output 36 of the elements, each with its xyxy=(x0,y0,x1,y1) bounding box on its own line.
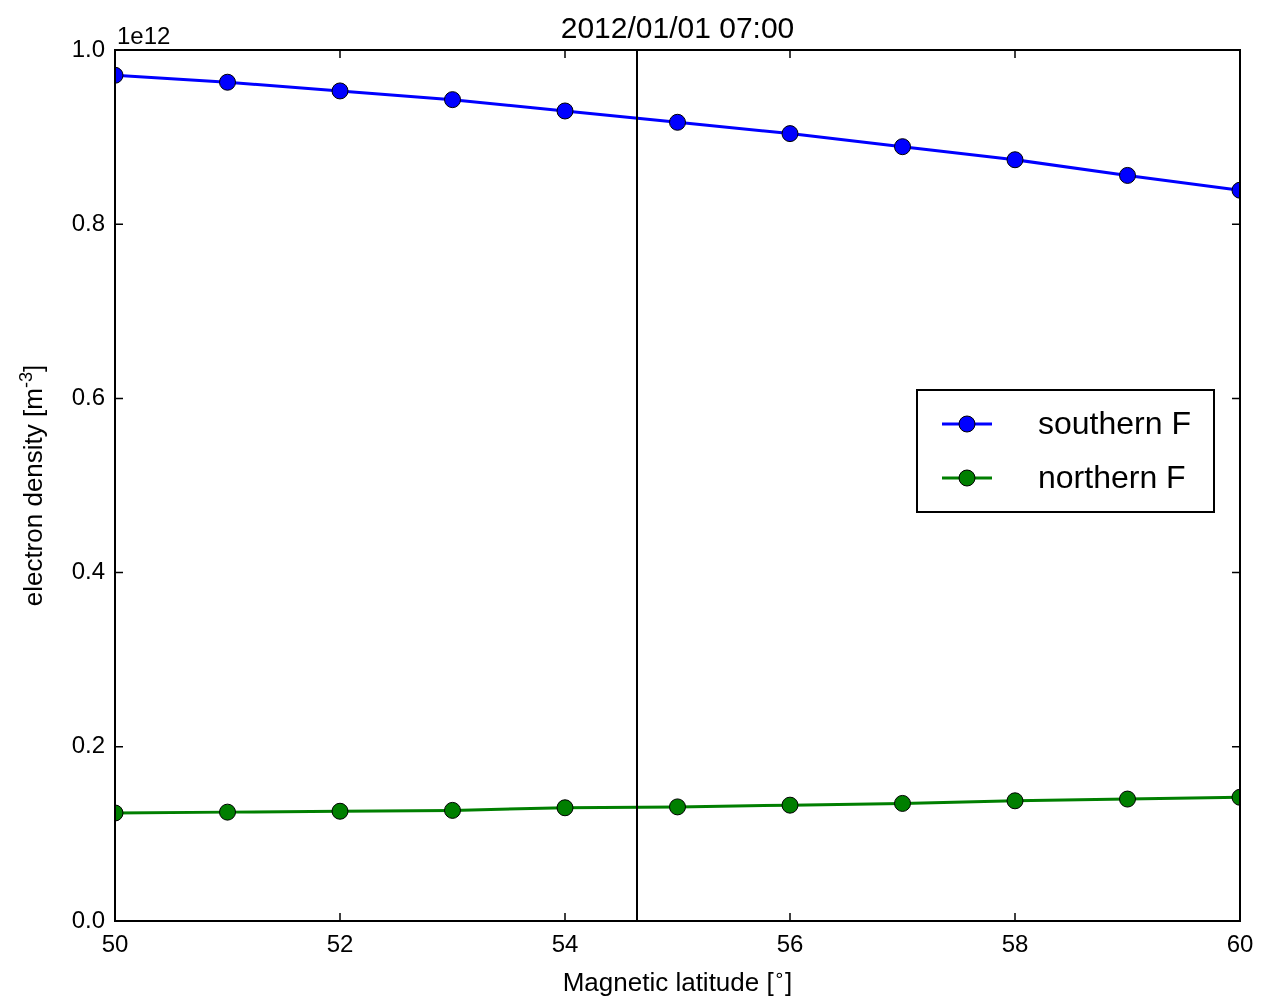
point xyxy=(444,801,461,819)
point xyxy=(444,91,461,109)
x-tick-label: 54 xyxy=(551,930,579,958)
y-tick-label: 0.4 xyxy=(71,557,105,585)
point xyxy=(894,138,911,156)
x-tick-label: 58 xyxy=(1001,930,1029,958)
point xyxy=(1119,166,1136,184)
point xyxy=(556,799,574,817)
x-axis-title: Magnetic latitude [∘] xyxy=(562,964,793,997)
y-tick-label: 0.8 xyxy=(71,208,105,236)
point xyxy=(781,125,799,143)
legend-label: northern F xyxy=(1038,459,1186,497)
x-tick-label: 52 xyxy=(326,930,354,958)
point xyxy=(894,794,911,812)
text: 1e12 xyxy=(117,22,171,49)
x-tick-label: 50 xyxy=(101,930,129,958)
point xyxy=(781,796,799,814)
point xyxy=(1006,151,1024,169)
point xyxy=(331,802,349,820)
legend-label: southern F xyxy=(1038,405,1191,443)
chart-title: 2012/01/01 07:00 xyxy=(560,11,795,44)
point xyxy=(331,82,349,100)
point xyxy=(219,803,236,821)
point xyxy=(669,798,686,816)
point xyxy=(556,102,574,120)
point xyxy=(1006,792,1024,810)
y-tick-label: 0.2 xyxy=(71,731,105,759)
y-tick-label: 1.0 xyxy=(71,34,105,62)
y-axis-title: electron density [m-3] xyxy=(15,364,48,607)
point xyxy=(219,73,236,91)
x-tick-label: 56 xyxy=(776,930,804,958)
point xyxy=(1119,790,1136,808)
point xyxy=(669,113,686,131)
y-tick-label: 0.0 xyxy=(71,905,105,933)
y-tick-label: 0.6 xyxy=(71,383,105,411)
x-tick-label: 60 xyxy=(1226,930,1254,958)
